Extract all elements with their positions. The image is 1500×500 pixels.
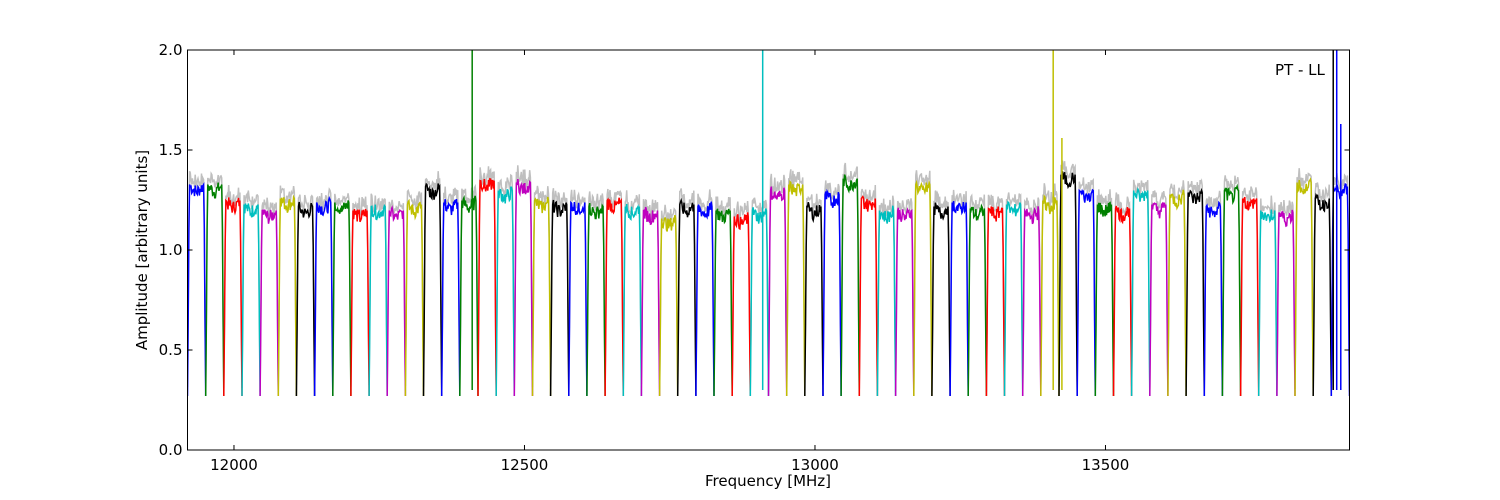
channel-trace [549, 199, 570, 397]
channel-trace [1003, 200, 1024, 397]
channel-trace [313, 195, 334, 397]
y-axis-ticks: 0.0 0.5 1.0 1.5 2.0 [159, 41, 1350, 459]
channel-trace [1221, 183, 1242, 397]
channel-trace [477, 177, 497, 397]
channel-trace [1294, 177, 1314, 397]
channel-trace [894, 207, 915, 397]
channel-trace [931, 202, 951, 397]
channel-trace [804, 202, 824, 397]
channel-trace [858, 195, 879, 397]
channel-trace [767, 186, 788, 397]
channel-trace [459, 194, 479, 397]
channel-trace [1312, 192, 1333, 397]
channel-trace [731, 212, 752, 397]
channel-trace [531, 196, 552, 397]
channel-trace [223, 197, 243, 397]
channel-trace [1149, 201, 1169, 397]
channel-trace [913, 179, 933, 397]
x-tick-label: 12000 [210, 456, 258, 474]
channel-trace [422, 182, 443, 397]
y-axis-title: Amplitude [arbitrary units] [133, 150, 151, 350]
y-tick-label: 0.0 [159, 441, 183, 459]
channel-trace [586, 202, 606, 397]
channel-trace [1239, 196, 1260, 397]
channel-trace [1167, 189, 1187, 397]
channel-trace [658, 214, 679, 397]
channel-trace [695, 201, 715, 397]
x-axis-title: Frequency [MHz] [705, 472, 831, 490]
channel-trace [949, 200, 969, 397]
channel-trace [967, 203, 988, 397]
y-tick-label: 0.5 [159, 341, 183, 359]
channel-trace [1130, 187, 1151, 397]
chart-traces [187, 50, 1350, 397]
channel-trace [1040, 194, 1060, 397]
channel-trace [713, 208, 733, 397]
channel-trace [259, 209, 280, 397]
channel-trace [749, 207, 770, 397]
channel-trace [277, 194, 298, 397]
channel-trace [187, 181, 207, 397]
channel-trace [1076, 188, 1097, 397]
channel-trace [604, 197, 625, 397]
channel-trace [368, 203, 388, 397]
channel-trace [568, 200, 588, 397]
channel-trace [295, 201, 316, 397]
channel-trace [513, 178, 534, 397]
channel-trace [1021, 206, 1042, 397]
y-tick-label: 2.0 [159, 41, 183, 59]
channel-trace [350, 208, 370, 397]
x-axis-ticks: 12000 12500 13000 13500 [210, 50, 1129, 474]
x-tick-label: 12500 [501, 456, 549, 474]
channel-trace [1112, 205, 1133, 397]
channel-trace [785, 180, 806, 397]
channel-trace [1185, 187, 1206, 397]
channel-trace [1257, 209, 1278, 397]
channel-trace [241, 203, 261, 397]
channel-trace [640, 206, 661, 397]
x-tick-label: 13500 [1082, 456, 1130, 474]
channel-trace [876, 205, 897, 397]
chart-annotation: PT - LL [1275, 61, 1326, 79]
channel-trace [1094, 201, 1115, 397]
channel-trace [676, 197, 697, 397]
channel-trace [840, 174, 861, 397]
channel-trace [404, 198, 425, 397]
channel-trace [985, 206, 1006, 397]
channel-trace [822, 188, 842, 397]
y-tick-label: 1.0 [159, 241, 183, 259]
channel-trace [204, 182, 225, 397]
y-tick-label: 1.5 [159, 141, 183, 159]
x-tick-label: 13000 [791, 456, 839, 474]
channel-trace [332, 200, 352, 397]
channel-trace [622, 203, 643, 397]
channel-trace [386, 204, 407, 397]
channel-trace [495, 186, 516, 397]
channel-trace [440, 198, 461, 397]
channel-trace [1203, 200, 1224, 397]
channel-trace [1276, 209, 1296, 397]
